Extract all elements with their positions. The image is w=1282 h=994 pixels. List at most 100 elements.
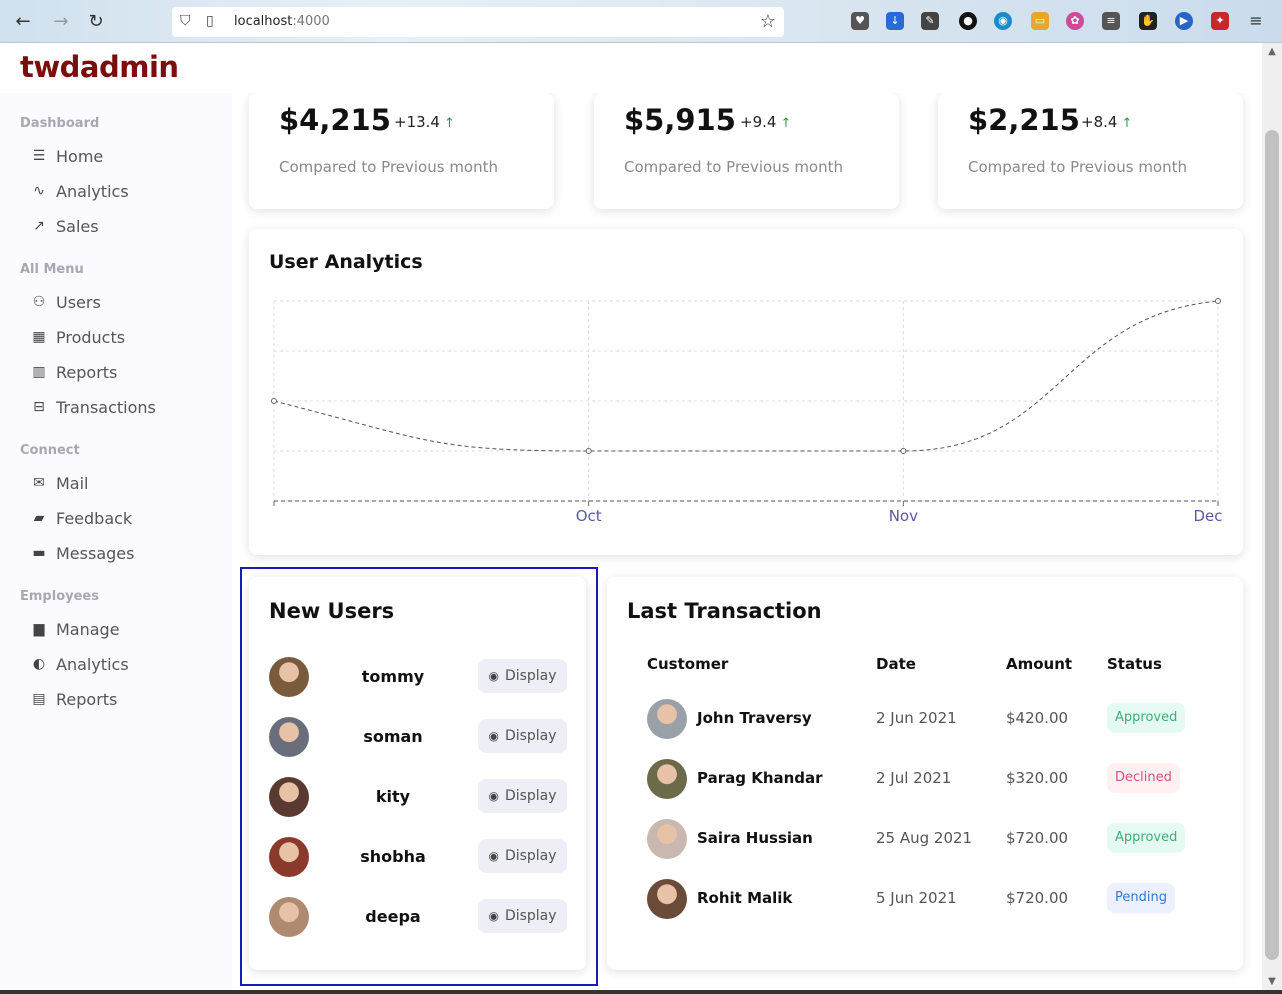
status-badge[interactable]: Approved <box>1107 703 1186 733</box>
user-name: kity <box>375 787 411 806</box>
storefront-icon: ▦ <box>32 329 46 345</box>
back-icon[interactable]: ← <box>15 11 31 32</box>
scrollbar-thumb[interactable] <box>1265 130 1279 960</box>
extension-red-icon[interactable]: ✦ <box>1211 12 1229 30</box>
person-icon: ⚇ <box>32 294 46 310</box>
display-button[interactable]: ◉ Display <box>478 779 567 813</box>
extension-screen-icon[interactable]: ▭ <box>1031 12 1049 30</box>
chart-title: User Analytics <box>269 251 423 273</box>
sidebar-item-employee-analytics[interactable]: ◐ Analytics <box>30 651 129 677</box>
user-name: soman <box>363 727 423 746</box>
display-label: Display <box>504 728 557 744</box>
extension-twd-icon[interactable]: ● <box>959 12 977 30</box>
app-logo[interactable]: twdadmin <box>20 50 179 84</box>
avatar <box>647 699 687 739</box>
extension-color-icon[interactable]: ✿ <box>1066 12 1084 30</box>
sidebar-item-reports[interactable]: ▥ Reports <box>30 359 117 385</box>
user-name: deepa <box>365 907 421 926</box>
sidebar-item-manage[interactable]: ▆ Manage <box>30 616 120 642</box>
chat-icon: ▬ <box>32 545 46 561</box>
status-badge[interactable]: Pending <box>1107 883 1175 913</box>
transaction-date: 25 Aug 2021 <box>876 829 973 847</box>
money-icon: ⊟ <box>33 399 45 415</box>
last-transaction-card: Last Transaction Customer Date Amount St… <box>607 577 1243 970</box>
display-button[interactable]: ◉ Display <box>478 659 567 693</box>
sidebar-section-dashboard: Dashboard <box>20 116 100 131</box>
user-name: tommy <box>361 667 425 686</box>
menu-icon[interactable]: ≡ <box>1249 11 1263 30</box>
url-text[interactable]: localhost:4000 <box>234 14 330 29</box>
cost-widget: $2,215 +8.4 ↑ Compared to Previous month <box>938 93 1243 209</box>
line-style-icon: ☰ <box>32 148 46 164</box>
sidebar: Dashboard ☰ Home ∿ Analytics ↗ Sales All Me… <box>0 93 232 991</box>
forward-icon[interactable]: → <box>53 11 69 32</box>
sidebar-item-employee-reports[interactable]: ▤ Reports <box>30 686 117 712</box>
timeline-icon: ∿ <box>33 183 45 199</box>
sidebar-section-all-menu: All Menu <box>20 262 84 277</box>
eye-icon: ◉ <box>488 669 499 683</box>
display-button[interactable]: ◉ Display <box>478 899 567 933</box>
download-icon[interactable]: ↓ <box>886 12 904 30</box>
scroll-up-icon[interactable]: ▲ <box>1268 46 1276 57</box>
transaction-date: 5 Jun 2021 <box>876 889 957 907</box>
transaction-amount: $320.00 <box>1006 769 1069 787</box>
display-button[interactable]: ◉ Display <box>478 839 567 873</box>
sidebar-item-feedback[interactable]: ▰ Feedback <box>30 505 133 531</box>
customer-name: Parag Khandar <box>697 769 823 787</box>
sales-widget: $5,915 +9.4 ↑ Compared to Previous month <box>594 93 899 209</box>
transaction-amount: $720.00 <box>1006 889 1069 907</box>
pie-chart-icon: ◐ <box>32 656 46 672</box>
header-amount: Amount <box>1006 655 1073 673</box>
sidebar-item-products[interactable]: ▦ Products <box>30 324 125 350</box>
customer-name: Rohit Malik <box>697 889 793 907</box>
extension-notes-icon[interactable]: ≡ <box>1102 12 1120 30</box>
widget-rate: +9.4 ↑ <box>740 113 792 131</box>
pocket-icon[interactable]: ♥ <box>851 12 869 30</box>
status-badge[interactable]: Declined <box>1107 763 1180 793</box>
display-label: Display <box>504 788 557 804</box>
sidebar-item-label: Products <box>56 327 126 347</box>
avatar <box>647 759 687 799</box>
sidebar-item-home[interactable]: ☰ Home <box>30 143 104 169</box>
extension-play-icon[interactable]: ▶ <box>1175 12 1193 30</box>
display-button[interactable]: ◉ Display <box>478 719 567 753</box>
widget-rate: +13.4 ↑ <box>394 113 455 131</box>
extension-gnome-icon[interactable]: ✋ <box>1139 12 1157 30</box>
sidebar-item-label: Analytics <box>56 654 129 674</box>
reload-icon[interactable]: ↻ <box>88 11 104 32</box>
widget-amount: $2,215 <box>968 103 1080 137</box>
eye-icon: ◉ <box>488 789 499 803</box>
wrench-icon[interactable]: ✎ <box>921 12 939 30</box>
sidebar-item-label: Users <box>56 292 101 312</box>
extension-globe-icon[interactable]: ◉ <box>994 12 1012 30</box>
sidebar-item-label: Mail <box>56 473 89 493</box>
avatar <box>269 837 309 877</box>
address-bar[interactable]: ⛉ ▯ localhost:4000 ☆ <box>172 7 784 37</box>
display-label: Display <box>504 908 557 924</box>
avatar <box>269 777 309 817</box>
feedback-icon: ▰ <box>33 510 45 526</box>
widget-subtitle: Compared to Previous month <box>968 158 1188 176</box>
sidebar-item-analytics[interactable]: ∿ Analytics <box>30 178 129 204</box>
sidebar-item-mail[interactable]: ✉ Mail <box>30 470 89 496</box>
trending-up-icon: ↗ <box>33 218 45 234</box>
table-row: Saira Hussian 25 Aug 2021 $720.00 Approved <box>647 819 1227 859</box>
sidebar-section-employees: Employees <box>20 589 99 604</box>
widget-amount: $4,215 <box>279 103 391 137</box>
widget-rate: +8.4 ↑ <box>1081 113 1133 131</box>
sidebar-item-label: Feedback <box>56 508 133 528</box>
widget-amount: $5,915 <box>624 103 736 137</box>
page: twdadmin 🔔︎ 5 🌐︎ 3 ⚙ Dashboard ☰Home ∿An… <box>0 43 1282 991</box>
scroll-down-icon[interactable]: ▼ <box>1268 976 1276 987</box>
customer-name: John Traversy <box>697 709 812 727</box>
sidebar-item-sales[interactable]: ↗ Sales <box>30 213 98 239</box>
header-customer: Customer <box>647 655 729 673</box>
sidebar-item-messages[interactable]: ▬ Messages <box>30 540 134 566</box>
sidebar-item-users[interactable]: ⚇ Users <box>30 289 101 315</box>
sidebar-item-transactions[interactable]: ⊟ Transactions <box>30 394 156 420</box>
selection-highlight <box>240 567 598 986</box>
bookmark-star-icon[interactable]: ☆ <box>759 11 776 32</box>
sidebar-section-connect: Connect <box>20 443 80 458</box>
status-badge[interactable]: Approved <box>1107 823 1186 853</box>
page-icon: ▯ <box>206 13 214 29</box>
